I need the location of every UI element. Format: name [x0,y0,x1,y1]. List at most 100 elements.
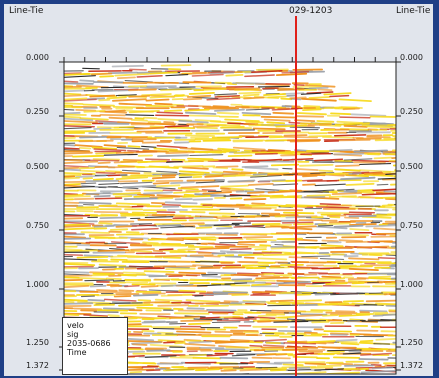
reflector-segment [64,166,79,170]
reflector-segment [124,285,140,288]
reflector-segment [259,244,272,247]
reflector-segment [222,279,255,283]
reflector-segment [289,227,313,231]
reflector-segment [224,118,260,123]
reflector-segment [157,331,174,335]
reflector-segment [214,94,240,98]
reflector-segment [64,193,84,197]
reflector-segment [114,195,133,198]
reflector-segment [78,277,108,280]
time-tick-label-left-4: 1.000 [26,280,49,289]
reflector-segment [127,145,141,148]
reflector-segment [125,337,155,342]
reflector-segment [176,330,212,334]
reflector-segment [115,151,133,154]
reflector-segment [281,225,317,229]
reflector-segment [110,258,128,261]
top-label-right: Line-Tie [396,6,431,16]
reflector-segment [136,165,170,169]
reflector-segment [202,106,236,109]
reflector-segment [79,169,106,173]
reflector-segment [93,127,112,130]
reflector-segment [198,333,233,337]
reflector-segment [189,154,224,157]
reflector-segment [368,292,384,294]
reflector-segment [182,237,199,241]
reflector-segment [116,76,136,80]
reflector-segment [340,176,376,181]
reflector-segment [73,307,103,311]
reflector-segment [342,300,365,303]
reflector-segment [133,195,151,198]
reflector-segment [317,88,333,92]
reflector-segment [188,322,211,326]
seismic-section[interactable] [4,4,433,376]
reflector-segment [115,202,151,206]
reflector-segment [296,352,315,355]
reflector-segment [237,253,264,257]
reflector-segment [153,278,180,281]
reflector-segment [277,329,312,333]
reflector-segment [343,124,368,128]
reflector-segment [391,149,396,152]
reflector-segment [122,158,144,162]
reflector-segment [252,173,268,176]
reflector-segment [64,195,91,198]
reflector-segment [343,368,360,371]
reflector-segment [177,248,196,251]
reflector-segment [211,171,224,174]
reflector-segment [208,212,236,215]
reflector-segment [216,216,238,220]
reflector-segment [174,327,206,331]
legend-line-2: 2035-0686 [67,339,111,348]
reflector-segment [183,278,218,282]
reflector-segment [64,176,80,180]
reflector-segment [136,75,163,78]
reflector-segment [333,152,365,156]
reflector-segment [114,73,150,77]
time-tick-label-right-5: 1.250 [400,338,423,347]
reflector-segment [98,185,118,188]
reflector-segment [338,98,372,102]
time-tick-label-right-3: 0.750 [400,221,423,230]
reflector-segment [64,227,95,231]
reflector-segment [160,283,194,288]
reflector-segment [162,368,196,372]
reflector-segment [91,72,113,76]
reflector-segment [240,361,254,364]
reflector-segment [206,308,237,312]
reflector-segment [271,107,299,111]
reflector-segment [64,102,84,105]
reflector-segment [64,183,81,186]
reflector-segment [157,304,190,307]
reflector-segment [365,299,396,303]
reflector-segment [267,302,291,306]
reflector-segment [214,93,238,96]
reflector-segment [200,185,220,188]
reflector-segment [296,314,324,318]
reflector-segment [324,106,343,109]
reflector-segment [163,109,183,112]
reflector-segment [156,111,184,115]
reflector-segment [342,107,360,111]
reflector-segment [244,166,279,171]
reflector-segment [298,150,330,154]
reflector-segment [64,270,90,274]
reflector-segment [97,89,130,93]
reflector-segment [185,299,221,303]
reflector-segment [96,293,116,297]
reflector-segment [179,210,206,214]
reflector-segment [192,124,220,128]
reflector-segment [118,289,135,292]
reflector-segment [328,148,353,152]
reflector-segment [245,108,270,111]
reflector-segment [333,134,367,137]
reflector-segment [64,185,95,189]
reflector-segment [169,373,180,374]
reflector-segment [78,146,92,150]
reflector-segment [163,121,175,124]
reflector-segment [210,365,240,369]
top-label-center: 029-1203 [289,6,333,16]
reflector-segment [262,344,285,348]
reflector-segment [184,342,216,347]
